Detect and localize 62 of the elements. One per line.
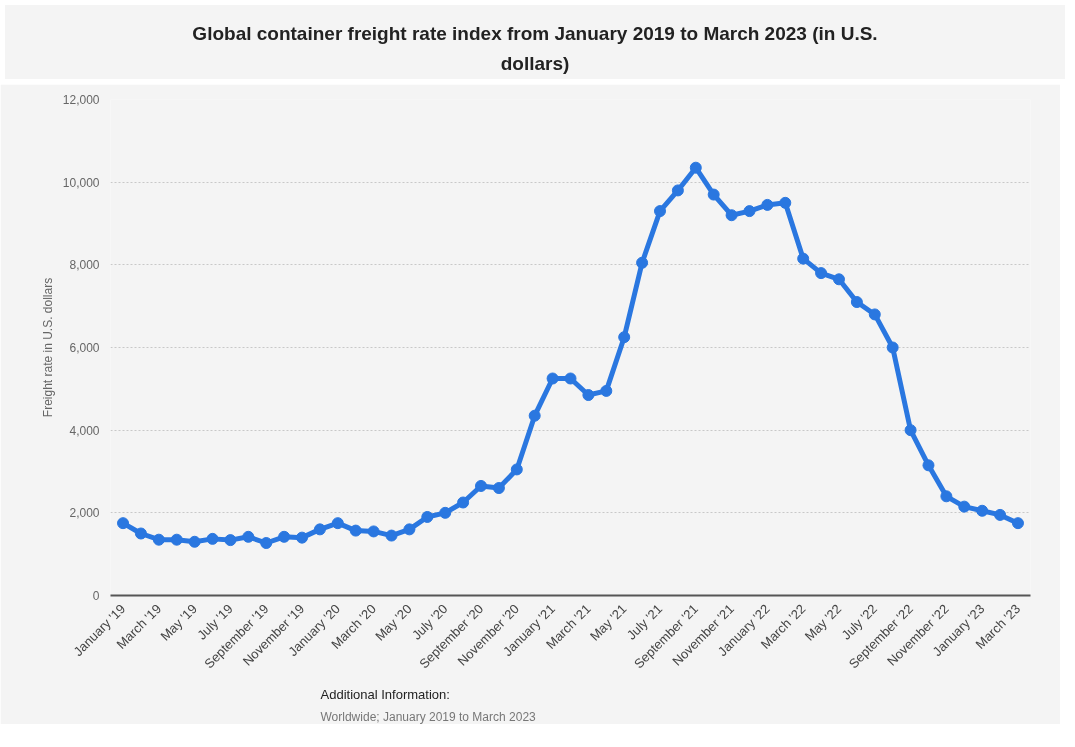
- point: [850, 296, 863, 309]
- point: [349, 524, 362, 537]
- point: [152, 533, 165, 546]
- y-tick-label: 10,000: [62, 175, 100, 190]
- point: [134, 527, 147, 540]
- point: [475, 479, 488, 492]
- text: Additional Information:: [320, 686, 450, 702]
- point: [278, 530, 291, 543]
- y-tick-label: 4,000: [69, 423, 100, 438]
- point: [707, 188, 720, 201]
- point: [206, 532, 219, 545]
- chart-title: Global container freight rate index from January 2019 to March 2023 (in U.S. dollars): [191, 22, 879, 76]
- point: [618, 331, 631, 344]
- point: [170, 533, 183, 546]
- point: [242, 530, 255, 543]
- point: [564, 372, 577, 385]
- point: [331, 517, 344, 530]
- point: [743, 205, 756, 218]
- point: [457, 496, 470, 509]
- point: [1011, 517, 1024, 530]
- point: [671, 184, 684, 197]
- point: [779, 196, 792, 209]
- point: [385, 529, 398, 542]
- point: [725, 209, 738, 222]
- point: [439, 506, 452, 519]
- y-tick-label: 8,000: [69, 258, 100, 273]
- point: [994, 508, 1007, 521]
- point: [976, 504, 989, 517]
- text: Worldwide; January 2019 to March 2023: [320, 709, 537, 724]
- point: [761, 198, 774, 211]
- point: [886, 341, 899, 354]
- point: [546, 372, 559, 385]
- point: [421, 510, 434, 523]
- point: [224, 534, 237, 547]
- point: [636, 256, 649, 269]
- point: [904, 424, 917, 437]
- point: [922, 459, 935, 472]
- point: [492, 482, 505, 495]
- point: [653, 205, 666, 218]
- y-tick-label: 12,000: [62, 93, 100, 107]
- point: [868, 308, 881, 321]
- point: [528, 409, 541, 422]
- point: [832, 273, 845, 286]
- point: [582, 389, 595, 402]
- point: [117, 517, 130, 530]
- point: [260, 537, 273, 549]
- point: [313, 523, 326, 536]
- point: [689, 161, 702, 174]
- point: [296, 531, 309, 544]
- point: [958, 500, 971, 513]
- point: [600, 384, 613, 397]
- point: [188, 535, 201, 548]
- y-tick-label: 2,000: [69, 506, 100, 521]
- point: [815, 267, 828, 280]
- point: [367, 525, 380, 538]
- point: [510, 463, 523, 476]
- y-axis-title: Freight rate in U.S. dollars: [40, 277, 55, 418]
- y-tick-label: 0: [92, 589, 100, 603]
- y-tick-label: 6,000: [69, 341, 100, 355]
- point: [403, 523, 416, 536]
- point: [940, 490, 953, 503]
- point: [797, 252, 810, 265]
